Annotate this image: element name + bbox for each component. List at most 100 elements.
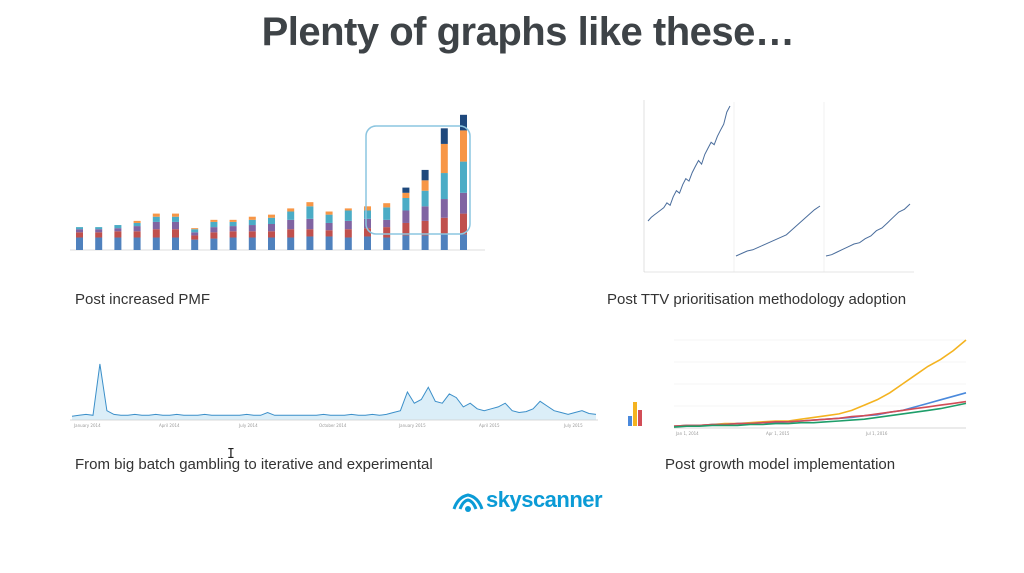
bar-segment	[364, 236, 371, 250]
caption-bottom-right: Post growth model implementation	[665, 456, 896, 473]
bar-segment	[460, 234, 467, 250]
caption-top-left: Post increased PMF	[75, 291, 211, 308]
bar-segment	[133, 220, 141, 223]
bar-segment	[268, 224, 275, 232]
bar-segment	[114, 231, 122, 238]
bar-segment	[402, 187, 410, 193]
bar-segment	[76, 237, 83, 250]
bar-segment	[191, 229, 199, 233]
bar-segment	[287, 211, 295, 220]
bar-segment	[440, 128, 448, 144]
bar-segment	[402, 198, 410, 211]
ttv-line-chart	[643, 100, 914, 273]
skyscanner-logo: skyscanner	[452, 487, 603, 515]
bar-segment	[114, 225, 122, 229]
bar-segment	[268, 217, 275, 224]
bar-segment	[229, 231, 237, 238]
growth-x-tick: Jan 1, 2014	[675, 431, 699, 436]
bar-segment	[133, 231, 141, 238]
bar-segment	[421, 220, 429, 236]
bar-segment	[191, 228, 199, 230]
bar-segment	[344, 237, 352, 250]
bar-segment	[287, 229, 295, 238]
area-x-tick: July 2015	[563, 423, 583, 428]
area-x-tick: July 2014	[238, 423, 258, 428]
bar-segment	[383, 203, 391, 208]
bar-segment	[133, 226, 141, 232]
bar-segment	[76, 229, 83, 233]
bar-segment	[460, 114, 467, 131]
bar-segment	[306, 218, 314, 230]
bar-segment	[383, 207, 391, 220]
bar-segment	[133, 237, 141, 250]
bar-segment	[229, 221, 237, 227]
bar-segment	[229, 237, 237, 250]
bar-segment	[460, 192, 467, 214]
legend-bar-icon	[628, 416, 632, 426]
bar-segment	[268, 237, 275, 250]
bar-segment	[421, 235, 429, 250]
bar-segment	[306, 236, 314, 250]
bar-segment	[344, 208, 352, 211]
bar-segment	[440, 143, 448, 174]
bar-segment	[229, 219, 237, 222]
growth-line-chart: Jan 1, 2014 Apr 1, 2015 Jul 1, 2016	[628, 339, 967, 436]
bar-segment	[440, 173, 448, 200]
growth-series-line	[673, 392, 967, 427]
bar-segment	[325, 222, 333, 231]
bar-segment	[383, 219, 391, 228]
area-x-tick: January 2015	[398, 423, 426, 428]
bar-segment	[95, 232, 103, 238]
bar-segment	[76, 232, 83, 238]
bar-segment	[191, 239, 199, 250]
bar-segment	[287, 208, 295, 212]
bar-segment	[325, 214, 333, 223]
legend-bar-icon	[638, 410, 642, 426]
bar-segment	[383, 227, 391, 238]
bar-segment	[248, 231, 256, 238]
bar-segment	[152, 216, 160, 222]
bar-segment	[421, 180, 429, 191]
bar-segment	[172, 237, 179, 250]
bar-segment	[114, 237, 122, 250]
bar-segment	[191, 232, 199, 236]
growth-x-tick: Apr 1, 2015	[766, 431, 790, 436]
bar-segment	[460, 161, 467, 193]
bar-segment	[344, 210, 352, 221]
area-line	[71, 363, 597, 417]
skyscanner-cloud-icon	[452, 493, 484, 512]
bar-segment	[95, 237, 103, 250]
bar-segment	[133, 222, 141, 227]
bar-segment	[248, 225, 256, 232]
slide-title: Plenty of graphs like these…	[261, 10, 795, 54]
bar-segment	[364, 228, 371, 237]
bar-segment	[210, 232, 218, 239]
bar-segment	[364, 210, 371, 219]
bar-segment	[325, 211, 333, 215]
ttv-series-line	[647, 105, 731, 222]
bar-segment	[248, 219, 256, 226]
bar-segment	[306, 229, 314, 237]
bar-segment	[440, 217, 448, 235]
bar-segment	[440, 234, 448, 250]
bar-segment	[402, 235, 410, 250]
bar-segment	[152, 237, 160, 250]
bar-segment	[421, 190, 429, 207]
ttv-series-line	[735, 205, 821, 257]
bar-segment	[287, 219, 295, 230]
bar-segment	[383, 237, 391, 250]
area-x-tick: January 2014	[73, 423, 101, 428]
stacked-bar-chart	[70, 114, 485, 251]
area-x-tick: April 2014	[159, 423, 180, 428]
bar-segment	[460, 213, 467, 235]
traffic-area-chart: January 2014 April 2014 July 2014 October 2…	[70, 363, 598, 428]
bar-segment	[114, 228, 122, 232]
bar-segment	[364, 218, 371, 229]
bar-segment	[172, 229, 179, 238]
bar-segment	[248, 216, 256, 220]
growth-series-line	[673, 339, 967, 427]
text-cursor-icon: I	[227, 447, 235, 462]
bar-segment	[95, 229, 103, 233]
bar-segment	[306, 206, 314, 219]
growth-series-line	[673, 402, 967, 428]
